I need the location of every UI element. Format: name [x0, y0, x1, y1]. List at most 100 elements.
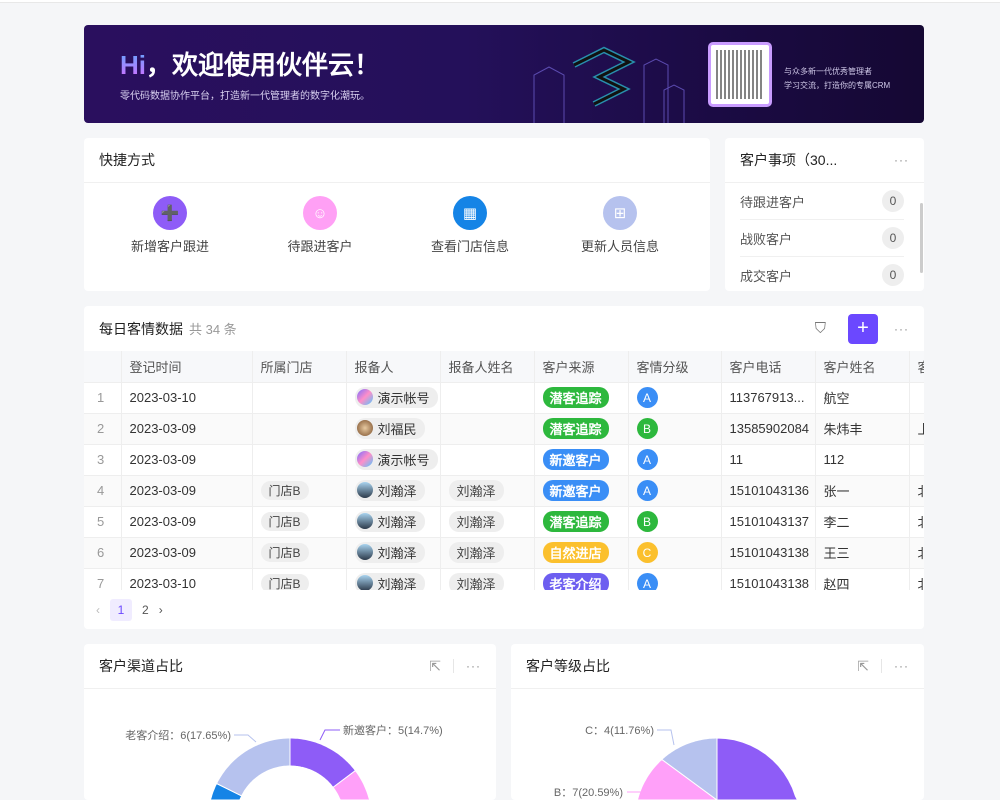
level-chart-panel: 客户等级占比 ⇱ ··· C：4(11.76%) B：7(20.59%) — [511, 644, 924, 800]
user-chip[interactable]: 演示帐号 — [354, 386, 438, 408]
extra-cell — [909, 382, 924, 414]
slice-label: 老客介绍：6(17.65%) — [125, 728, 231, 742]
source-cell: 新邀客户 — [534, 475, 629, 507]
table-row[interactable]: 4 2023-03-09 门店B 刘瀚泽 刘瀚泽 新邀客户 A 15101043… — [84, 475, 924, 507]
store-tag: 门店B — [260, 574, 309, 590]
store-cell: 门店B — [252, 475, 347, 507]
customer-name-cell: 王三 — [815, 537, 910, 569]
user-chip[interactable]: 刘瀚泽 — [354, 541, 425, 563]
more-icon[interactable]: ··· — [894, 659, 909, 673]
filter-icon[interactable]: ⛉ — [814, 320, 826, 337]
user-chip[interactable]: 刘瀚泽 — [354, 479, 425, 501]
store-cell — [252, 382, 347, 414]
column-header[interactable]: 报备人姓名 — [440, 351, 535, 383]
column-header[interactable]: 客户姓名 — [815, 351, 910, 383]
more-icon[interactable]: ··· — [894, 321, 909, 336]
reporter-cell: 演示帐号 — [346, 444, 441, 476]
expand-icon[interactable]: ⇱ — [429, 657, 441, 674]
store-cell: 门店B — [252, 568, 347, 590]
todo-title: 客户事项（30... — [740, 152, 838, 168]
date-cell: 2023-03-10 — [121, 568, 253, 590]
shortcut-item[interactable]: ▦ 查看门店信息 — [410, 196, 530, 255]
source-cell: 潜客追踪 — [534, 382, 629, 414]
user-chip[interactable]: 刘福民 — [354, 417, 425, 439]
shortcut-item[interactable]: ➕ 新增客户跟进 — [110, 196, 230, 255]
channel-chart-panel: 客户渠道占比 ⇱ ··· 新邀客户：5(14.7%) 老客介绍：6(17.65%) — [84, 644, 496, 800]
column-header[interactable]: 登记时间 — [121, 351, 253, 383]
column-header[interactable]: 报备人 — [346, 351, 441, 383]
slice-老客介绍 — [215, 737, 291, 797]
todo-item[interactable]: 待跟进客户 0 — [740, 183, 904, 220]
todo-label: 待跟进客户 — [740, 194, 806, 210]
extra-cell: 北 — [909, 506, 924, 538]
column-header[interactable]: 客户来源 — [534, 351, 629, 383]
level-cell: A — [628, 444, 722, 476]
table-scroll[interactable]: 登记时间所属门店报备人报备人姓名客户来源客情分级客户电话客户姓名客 1 2023… — [84, 306, 924, 590]
reporter-name-cell: 刘瀚泽 — [440, 537, 535, 569]
store-tag: 门店B — [260, 481, 309, 500]
avatar — [356, 513, 373, 530]
name-tag: 刘瀚泽 — [448, 511, 504, 532]
reporter-name-cell: 刘瀚泽 — [440, 568, 535, 590]
row-index: 1 — [84, 382, 122, 414]
page-1[interactable]: 1 — [110, 598, 132, 621]
column-header[interactable] — [84, 351, 122, 383]
avatar — [356, 389, 373, 406]
more-icon[interactable]: ··· — [894, 153, 909, 167]
expand-icon[interactable]: ⇱ — [857, 657, 869, 674]
scrollbar[interactable] — [920, 203, 923, 273]
source-cell: 潜客追踪 — [534, 413, 629, 445]
label-line — [627, 791, 658, 795]
todo-count: 0 — [882, 227, 904, 249]
column-header[interactable]: 客 — [909, 351, 924, 383]
table-row[interactable]: 6 2023-03-09 门店B 刘瀚泽 刘瀚泽 自然进店 C 15101043… — [84, 537, 924, 569]
table-row[interactable]: 5 2023-03-09 门店B 刘瀚泽 刘瀚泽 潜客追踪 B 15101043… — [84, 506, 924, 538]
channel-donut-chart: 新邀客户：5(14.7%) 老客介绍：6(17.65%) — [125, 723, 443, 800]
prev-page-icon[interactable]: ‹ — [96, 602, 100, 617]
user-icon: ☺ — [303, 196, 337, 230]
phone-cell: 113767913... — [721, 382, 816, 414]
shortcut-item[interactable]: ⊞ 更新人员信息 — [560, 196, 680, 255]
source-badge: 新邀客户 — [542, 480, 609, 501]
user-chip[interactable]: 刘瀚泽 — [354, 572, 425, 590]
todo-count: 0 — [882, 190, 904, 212]
more-icon[interactable]: ··· — [466, 659, 481, 673]
user-chip[interactable]: 刘瀚泽 — [354, 510, 425, 532]
column-header[interactable]: 客情分级 — [628, 351, 722, 383]
todo-item[interactable]: 成交客户 0 — [740, 257, 904, 291]
shortcuts-title: 快捷方式 — [99, 152, 155, 168]
row-index: 4 — [84, 475, 122, 507]
extra-cell: 北 — [909, 568, 924, 590]
page-2[interactable]: 2 — [142, 602, 149, 617]
shortcut-item[interactable]: ☺ 待跟进客户 — [260, 196, 380, 255]
avatar — [356, 544, 373, 561]
data-table: 登记时间所属门店报备人报备人姓名客户来源客情分级客户电话客户姓名客 1 2023… — [84, 351, 924, 590]
reporter-cell: 演示帐号 — [346, 382, 441, 414]
table-row[interactable]: 3 2023-03-09 演示帐号 新邀客户 A 11 112 — [84, 444, 924, 476]
table-row[interactable]: 2 2023-03-09 刘福民 潜客追踪 B 13585902084 朱炜丰 … — [84, 413, 924, 445]
row-index: 2 — [84, 413, 122, 445]
todo-label: 战败客户 — [740, 231, 793, 247]
avatar — [356, 575, 373, 590]
date-cell: 2023-03-09 — [121, 413, 253, 445]
table-row[interactable]: 7 2023-03-10 门店B 刘瀚泽 刘瀚泽 老客介绍 A 15101043… — [84, 568, 924, 590]
avatar — [356, 451, 373, 468]
add-record-button[interactable]: + — [848, 313, 878, 344]
shortcut-label: 查看门店信息 — [430, 239, 509, 254]
column-header[interactable]: 所属门店 — [252, 351, 347, 383]
extra-cell: 北 — [909, 475, 924, 507]
next-page-icon[interactable]: › — [158, 602, 163, 617]
todo-item[interactable]: 战败客户 0 — [740, 220, 904, 257]
reporter-cell: 刘瀚泽 — [346, 475, 441, 507]
table-row[interactable]: 1 2023-03-10 演示帐号 潜客追踪 A 113767913... 航空 — [84, 382, 924, 414]
column-header[interactable]: 客户电话 — [721, 351, 816, 383]
user-chip[interactable]: 演示帐号 — [354, 448, 438, 470]
level-cell: A — [628, 475, 722, 507]
store-cell: 门店B — [252, 537, 347, 569]
extra-cell — [909, 444, 924, 476]
phone-cell: 13585902084 — [721, 413, 816, 445]
level-pie-chart: C：4(11.76%) B：7(20.59%) — [554, 725, 799, 800]
row-index: 6 — [84, 537, 122, 569]
reporter-name-cell: 刘瀚泽 — [440, 506, 535, 538]
slice — [643, 737, 799, 800]
